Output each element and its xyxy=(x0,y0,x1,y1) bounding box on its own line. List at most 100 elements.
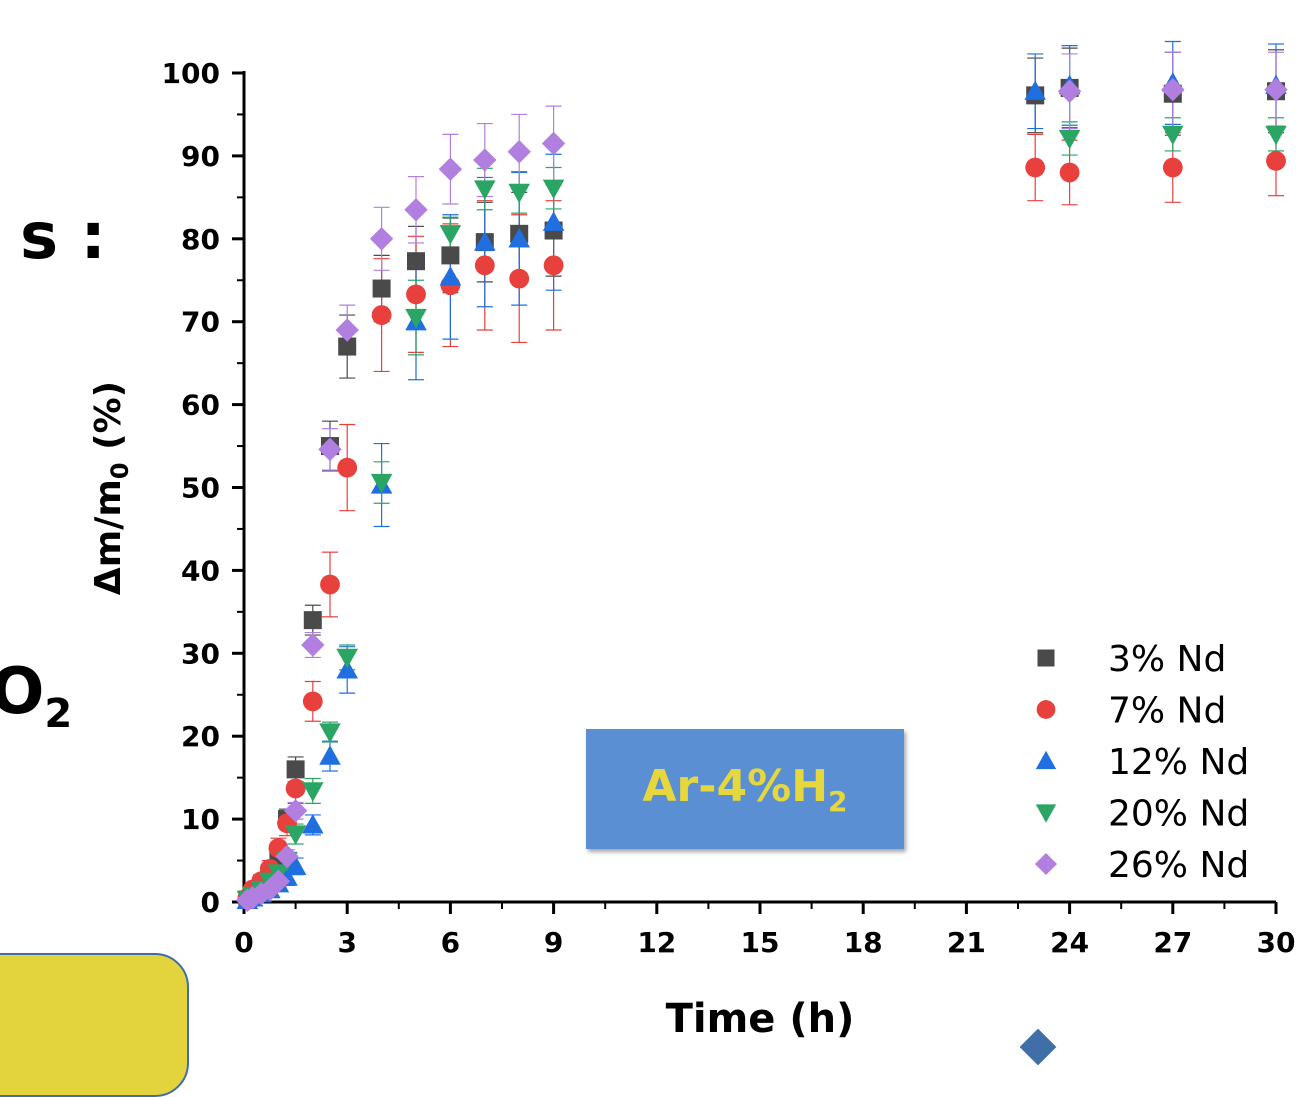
data-point xyxy=(439,266,462,286)
data-point xyxy=(1025,157,1046,178)
data-point xyxy=(372,279,391,298)
legend-marker xyxy=(1037,649,1055,667)
data-point xyxy=(1264,77,1288,102)
x-tick-label: 9 xyxy=(544,926,563,959)
data-point xyxy=(441,246,460,265)
x-tick-label: 21 xyxy=(947,926,986,959)
atmosphere-label: Ar-4%H2 xyxy=(642,760,848,818)
data-point xyxy=(1266,150,1286,171)
y-tick-label: 90 xyxy=(181,140,220,173)
y-tick-label: 10 xyxy=(181,803,220,836)
y-tick-label: 40 xyxy=(181,554,220,587)
data-point xyxy=(508,183,530,204)
x-tick-label: 6 xyxy=(441,926,460,959)
text-fragment-mid: O2 xyxy=(0,655,73,737)
x-tick-label: 15 xyxy=(741,926,780,959)
data-point xyxy=(439,225,462,245)
legend-marker xyxy=(1035,804,1057,823)
data-point xyxy=(541,131,566,156)
legend-marker xyxy=(1035,750,1057,770)
y-tick-label: 30 xyxy=(181,637,220,670)
data-point xyxy=(302,691,323,712)
y-tick-label: 80 xyxy=(181,223,220,256)
data-point xyxy=(474,180,496,200)
x-tick-label: 30 xyxy=(1257,926,1296,959)
data-point xyxy=(319,723,341,743)
data-point xyxy=(336,659,358,679)
data-point xyxy=(407,252,425,271)
data-point xyxy=(542,211,565,231)
data-point xyxy=(509,268,530,289)
y-tick-label: 20 xyxy=(181,720,220,753)
data-point xyxy=(285,778,306,799)
y-tick-label: 70 xyxy=(181,306,220,339)
x-tick-label: 27 xyxy=(1153,926,1192,959)
data-point xyxy=(1024,80,1046,100)
legend-label: 7% Nd xyxy=(1108,691,1226,732)
data-point xyxy=(302,782,324,802)
axes: 0 10 20 30 40 50 60 70 80 90 100 0 3 6 9 12 15 18 21 24 27 30 xyxy=(162,57,1296,959)
data-point xyxy=(284,855,307,875)
data-point xyxy=(1162,157,1183,178)
data-point xyxy=(473,148,497,172)
data-point xyxy=(266,869,291,893)
text-fragment-top: s : xyxy=(20,200,106,274)
data-point xyxy=(335,318,359,342)
data-point xyxy=(438,157,463,181)
data-point xyxy=(258,877,282,902)
data-point xyxy=(405,308,427,329)
data-points xyxy=(235,72,1288,913)
y-tick-label: 0 xyxy=(201,886,220,919)
data-point xyxy=(1162,125,1184,146)
data-point xyxy=(370,473,393,494)
data-point xyxy=(1265,125,1287,146)
data-point xyxy=(319,745,341,765)
data-point xyxy=(302,814,324,834)
y-tick-label: 50 xyxy=(181,472,220,505)
legend-label: 26% Nd xyxy=(1108,845,1249,886)
data-point xyxy=(404,198,428,222)
data-point xyxy=(507,140,531,164)
data-point xyxy=(371,305,392,325)
data-point xyxy=(338,337,357,356)
data-point xyxy=(275,844,299,869)
data-point xyxy=(283,799,308,823)
data-point xyxy=(1161,77,1185,102)
atmosphere-annotation: Ar-4%H2 xyxy=(586,729,904,849)
data-point xyxy=(286,760,305,779)
data-point xyxy=(318,437,342,462)
data-point xyxy=(337,457,358,478)
x-axis-label: Time (h) xyxy=(666,996,855,1042)
data-point xyxy=(1059,162,1080,183)
data-point xyxy=(284,825,307,845)
legend-marker xyxy=(1034,852,1058,876)
data-point xyxy=(474,255,495,276)
legend-marker xyxy=(1036,700,1056,719)
legend-label: 20% Nd xyxy=(1108,794,1249,835)
data-point xyxy=(543,255,564,276)
data-point xyxy=(303,611,322,630)
data-point xyxy=(508,228,530,248)
data-point xyxy=(369,227,394,251)
y-tick-label: 60 xyxy=(181,389,220,422)
data-point xyxy=(406,284,426,305)
data-point xyxy=(336,648,358,669)
y-tick-label: 100 xyxy=(162,57,220,90)
data-point xyxy=(249,882,273,906)
x-tick-label: 24 xyxy=(1050,926,1089,959)
data-point xyxy=(320,574,340,595)
x-tick-label: 3 xyxy=(337,926,356,959)
x-tick-label: 0 xyxy=(234,926,253,959)
data-point xyxy=(1057,79,1082,103)
legend-label: 3% Nd xyxy=(1108,639,1226,680)
data-point xyxy=(474,231,496,251)
x-tick-label: 12 xyxy=(637,926,676,959)
data-point xyxy=(1058,129,1081,150)
data-point xyxy=(301,633,325,657)
data-point xyxy=(542,179,565,200)
y-axis-label: Δm/m0 (%) xyxy=(88,381,134,595)
x-tick-label: 18 xyxy=(844,926,883,959)
legend: 3% Nd 7% Nd 12% Nd 20% Nd 26% Nd xyxy=(1034,639,1249,886)
scatter-chart: 0 10 20 30 40 50 60 70 80 90 100 0 3 6 9 12 15 18 21 24 27 30… xyxy=(88,40,1296,1042)
legend-label: 12% Nd xyxy=(1108,742,1249,783)
